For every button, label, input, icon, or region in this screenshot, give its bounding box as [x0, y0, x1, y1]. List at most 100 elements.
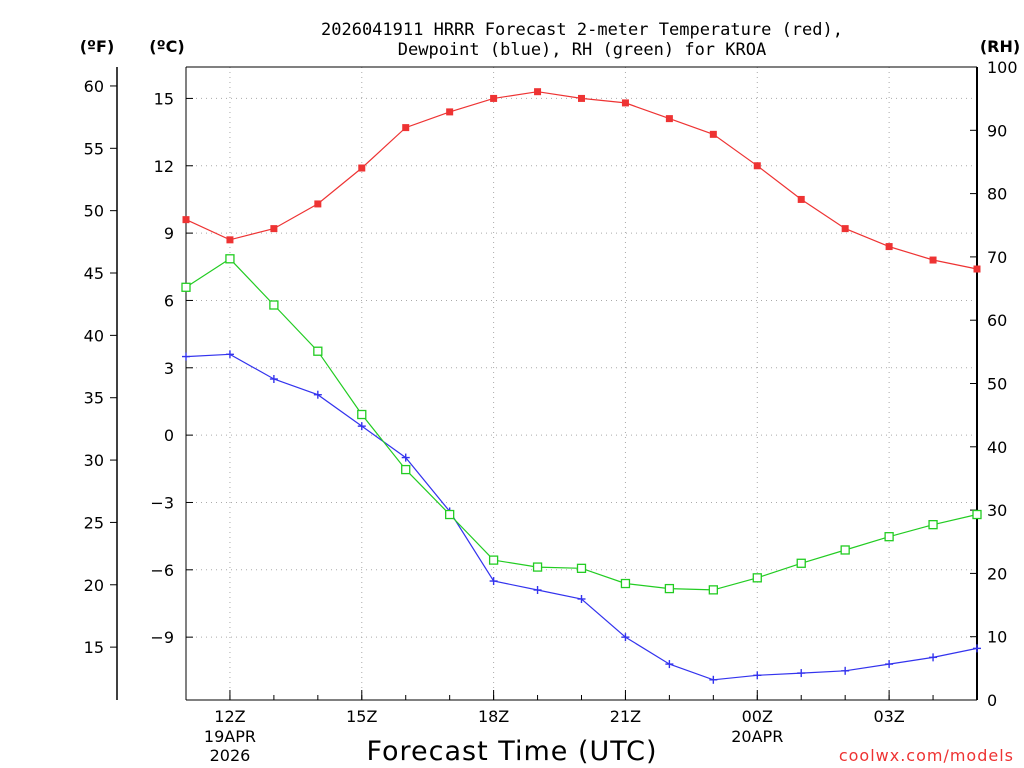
celsius-tick-label: −9 — [150, 628, 174, 647]
temperature-point — [929, 256, 937, 264]
x-tick-label: 03Z — [873, 707, 904, 726]
rh-point — [313, 346, 323, 356]
fahrenheit-tick-label: 60 — [84, 77, 104, 96]
rh-tick-label: 30 — [987, 501, 1007, 520]
rh-point — [884, 532, 894, 542]
temperature-point — [885, 243, 893, 251]
temperature-point — [973, 265, 981, 273]
temperature-point — [402, 124, 410, 132]
rh-tick-label: 20 — [987, 564, 1007, 583]
dewpoint-line — [185, 353, 978, 681]
rh-line — [185, 258, 978, 591]
temperature-point — [709, 130, 717, 138]
data-series — [181, 88, 982, 684]
rh-point — [840, 545, 850, 555]
x-tick-label: 00Z — [742, 707, 773, 726]
unit-label-fahrenheit: (ºF) — [80, 37, 115, 56]
celsius-tick-label: 15 — [154, 89, 174, 108]
rh-tick-label: 50 — [987, 375, 1007, 394]
temperature-point — [226, 236, 234, 244]
unit-label-rh: (RH) — [980, 37, 1020, 56]
x-tick-label: 15Z — [346, 707, 377, 726]
rh-point — [225, 254, 235, 264]
rh-point — [401, 464, 411, 475]
fahrenheit-tick-label: 45 — [84, 264, 104, 283]
rh-point — [181, 282, 191, 292]
celsius-tick-label: −3 — [150, 493, 174, 512]
temperature-point — [182, 216, 190, 224]
dewpoint-point — [841, 666, 850, 675]
dewpoint-point — [401, 453, 410, 462]
dewpoint-point — [709, 675, 718, 684]
credit-text: coolwx.com/models — [839, 746, 1014, 765]
dewpoint-point — [225, 350, 234, 359]
chart-title-line2: Dewpoint (blue), RH (green) for KROA — [398, 40, 766, 60]
rh-point — [796, 558, 806, 568]
dewpoint-point — [753, 671, 762, 680]
tick-labels: 15129630−3−6−960555045403530252015100908… — [84, 58, 1018, 765]
dewpoint-point — [533, 586, 542, 595]
fahrenheit-tick-label: 40 — [84, 326, 104, 345]
rh-point — [708, 585, 718, 595]
x-axis-title: Forecast Time (UTC) — [366, 736, 657, 767]
rh-point — [664, 583, 675, 594]
rh-tick-label: 80 — [987, 185, 1007, 204]
rh-point — [752, 573, 762, 583]
rh-tick-label: 100 — [987, 58, 1018, 77]
x-tick-label: 12Z — [214, 707, 245, 726]
x-tick-date-label: 19APR — [204, 727, 256, 746]
temperature-point — [841, 225, 849, 233]
temperature-point — [490, 94, 498, 102]
rh-point — [928, 520, 938, 530]
x-tick-date-label: 20APR — [731, 727, 783, 746]
dewpoint-point — [973, 644, 981, 653]
rh-point — [972, 509, 982, 520]
rh-point — [269, 300, 279, 310]
rh-point — [576, 563, 587, 573]
dewpoint-point — [269, 375, 278, 384]
x-tick-year-label: 2026 — [210, 746, 251, 765]
dewpoint-point — [489, 577, 498, 586]
dewpoint-point — [885, 660, 894, 669]
dewpoint-point — [313, 390, 322, 399]
rh-point — [357, 409, 367, 420]
fahrenheit-tick-label: 30 — [84, 451, 104, 470]
fahrenheit-tick-label: 20 — [84, 576, 104, 595]
rh-point — [620, 578, 631, 589]
chart-title-line1: 2026041911 HRRR Forecast 2-meter Tempera… — [321, 20, 843, 40]
rh-tick-label: 40 — [987, 438, 1007, 457]
dewpoint-point — [621, 633, 630, 642]
temperature-point — [797, 195, 805, 203]
axes — [110, 66, 978, 701]
grid-lines — [186, 67, 977, 700]
rh-point — [488, 555, 499, 565]
x-tick-label: 21Z — [610, 707, 641, 726]
rh-tick-label: 10 — [987, 628, 1007, 647]
temperature-point — [314, 200, 322, 208]
fahrenheit-tick-label: 15 — [84, 638, 104, 657]
dewpoint-point — [577, 594, 586, 603]
fahrenheit-tick-label: 55 — [84, 139, 104, 158]
celsius-tick-label: 6 — [164, 291, 174, 310]
dewpoint-point — [665, 660, 674, 669]
fahrenheit-tick-label: 35 — [84, 389, 104, 408]
fahrenheit-tick-label: 50 — [84, 202, 104, 221]
temperature-point — [621, 99, 629, 107]
dewpoint-point — [929, 653, 938, 662]
dewpoint-point — [357, 422, 366, 431]
celsius-tick-label: 0 — [164, 426, 174, 445]
rh-point — [532, 562, 543, 572]
temperature-point — [270, 225, 278, 233]
celsius-tick-label: 3 — [164, 359, 174, 378]
rh-point — [445, 509, 455, 520]
temperature-point — [753, 162, 761, 170]
rh-tick-label: 70 — [987, 248, 1007, 267]
celsius-tick-label: −6 — [150, 561, 174, 580]
celsius-tick-label: 9 — [164, 224, 174, 243]
x-tick-label: 18Z — [478, 707, 509, 726]
dewpoint-point — [797, 669, 806, 678]
rh-tick-label: 90 — [987, 121, 1007, 140]
temperature-point — [446, 108, 454, 116]
temperature-point — [665, 115, 673, 123]
